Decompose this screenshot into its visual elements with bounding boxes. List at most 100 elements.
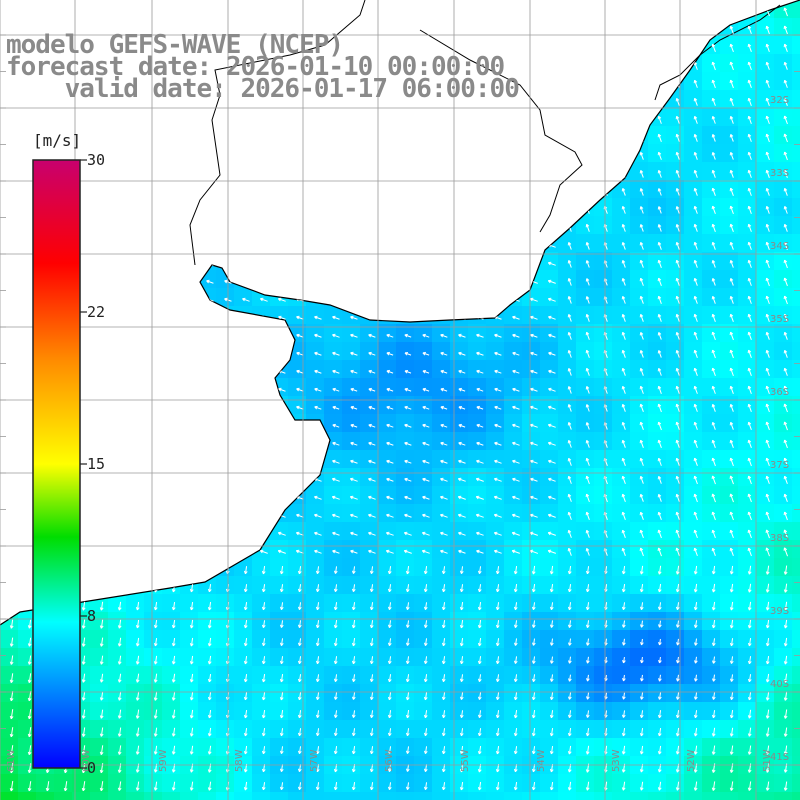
- wind-speed-cell: [450, 684, 469, 703]
- wind-speed-cell: [252, 666, 271, 685]
- wind-speed-cell: [666, 306, 685, 325]
- wind-speed-cell: [414, 540, 433, 559]
- wind-speed-cell: [342, 324, 361, 343]
- wind-speed-cell: [414, 594, 433, 613]
- wind-speed-cell: [108, 684, 127, 703]
- wind-speed-cell: [756, 342, 775, 361]
- wind-arrow: [368, 388, 376, 392]
- wind-speed-cell: [378, 540, 397, 559]
- wind-speed-cell: [486, 666, 505, 685]
- wind-speed-cell: [270, 612, 289, 631]
- wind-speed-cell: [774, 36, 793, 55]
- wind-arrowhead: [547, 298, 551, 302]
- wind-speed-cell: [774, 576, 793, 595]
- wind-speed-cell: [486, 630, 505, 649]
- wind-speed-cell: [648, 540, 667, 559]
- wind-speed-cell: [594, 504, 613, 523]
- wind-speed-cell: [450, 360, 469, 379]
- wind-arrow: [404, 388, 412, 392]
- wind-speed-cell: [684, 450, 703, 469]
- wind-speed-cell: [0, 738, 19, 757]
- wind-speed-cell: [216, 666, 235, 685]
- wind-speed-cell: [468, 684, 487, 703]
- wind-speed-cell: [396, 558, 415, 577]
- wind-speed-cell: [720, 144, 739, 163]
- wind-speed-cell: [774, 324, 793, 343]
- wind-speed-cell: [630, 504, 649, 523]
- wind-speed-cell: [540, 504, 559, 523]
- wind-speed-cell: [486, 576, 505, 595]
- wind-speed-cell: [756, 360, 775, 379]
- wind-arrowhead: [530, 388, 533, 392]
- wind-speed-cell: [630, 324, 649, 343]
- wind-speed-cell: [612, 558, 631, 577]
- wind-speed-cell: [738, 738, 757, 757]
- wind-arrow: [386, 352, 394, 356]
- wind-speed-cell: [702, 252, 721, 271]
- wind-speed-cell: [360, 414, 379, 433]
- wind-speed-cell: [684, 684, 703, 703]
- wind-speed-cell: [612, 720, 631, 739]
- wind-speed-cell: [594, 468, 613, 487]
- wind-speed-cell: [702, 594, 721, 613]
- wind-arrow: [640, 242, 644, 250]
- wind-speed-cell: [432, 594, 451, 613]
- wind-speed-cell: [648, 648, 667, 667]
- wind-speed-cell: [540, 576, 559, 595]
- wind-speed-cell: [630, 432, 649, 451]
- wind-arrowhead: [422, 388, 426, 392]
- wind-speed-cell: [684, 558, 703, 577]
- wind-speed-cell: [414, 378, 433, 397]
- wind-arrowhead: [530, 334, 533, 338]
- wind-speed-cell: [720, 360, 739, 379]
- wind-speed-cell: [432, 522, 451, 541]
- wind-arrowhead: [332, 334, 335, 338]
- wind-speed-cell: [270, 684, 289, 703]
- wind-speed-cell: [666, 108, 685, 127]
- wind-arrow: [386, 388, 394, 392]
- wind-speed-cell: [360, 774, 379, 793]
- wind-speed-cell: [684, 342, 703, 361]
- wind-speed-cell: [756, 414, 775, 433]
- wind-speed-cell: [648, 180, 667, 199]
- wind-speed-cell: [252, 630, 271, 649]
- wind-speed-cell: [684, 792, 703, 800]
- wind-speed-cell: [378, 702, 397, 721]
- wind-speed-cell: [648, 126, 667, 145]
- wind-speed-cell: [792, 594, 800, 613]
- wind-speed-cell: [540, 666, 559, 685]
- wind-arrowhead: [296, 370, 300, 374]
- wind-speed-cell: [450, 342, 469, 361]
- wind-speed-cell: [738, 486, 757, 505]
- wind-speed-cell: [540, 252, 559, 271]
- wind-speed-cell: [612, 414, 631, 433]
- wind-speed-cell: [342, 558, 361, 577]
- wind-speed-cell: [432, 342, 451, 361]
- wind-speed-cell: [648, 216, 667, 235]
- wind-arrow: [766, 385, 770, 395]
- wind-arrow: [712, 242, 716, 250]
- wind-speed-cell: [378, 648, 397, 667]
- wind-speed-cell: [522, 414, 541, 433]
- wind-arrowhead: [494, 370, 498, 374]
- wind-speed-cell: [432, 468, 451, 487]
- wind-arrow: [622, 332, 626, 340]
- wind-speed-cell: [702, 180, 721, 199]
- wind-speed-cell: [720, 216, 739, 235]
- wind-speed-cell: [666, 198, 685, 217]
- wind-speed-cell: [540, 414, 559, 433]
- wind-speed-cell: [684, 306, 703, 325]
- wind-speed-cell: [504, 792, 523, 800]
- wind-speed-cell: [666, 540, 685, 559]
- wind-speed-cell: [756, 72, 775, 91]
- wind-speed-cell: [666, 414, 685, 433]
- wind-speed-cell: [576, 666, 595, 685]
- wind-arrow: [784, 188, 788, 196]
- wind-speed-cell: [432, 378, 451, 397]
- wind-arrowhead: [512, 334, 515, 338]
- wind-arrow: [766, 332, 770, 340]
- wind-speed-cell: [630, 576, 649, 595]
- wind-speed-cell: [792, 198, 800, 217]
- wind-speed-cell: [306, 396, 325, 415]
- wind-speed-cell: [720, 90, 739, 109]
